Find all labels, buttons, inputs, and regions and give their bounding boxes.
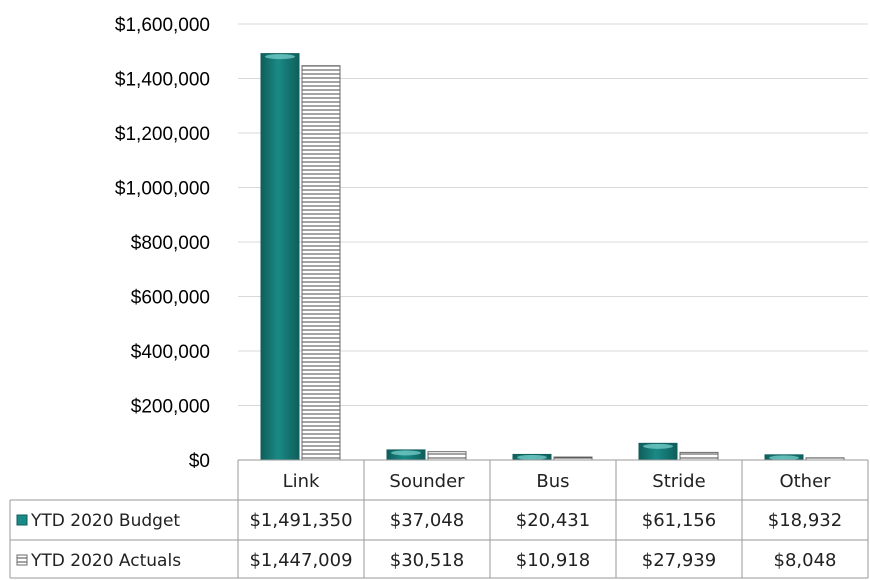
x-category-label: Stride (652, 471, 705, 492)
bar-budget-highlight (769, 455, 799, 461)
x-category-label: Sounder (389, 471, 465, 492)
legend-label: YTD 2020 Actuals (30, 551, 181, 571)
y-tick-label: $800,000 (131, 233, 210, 254)
y-tick-label: $200,000 (131, 397, 210, 418)
data-table: Link Sounder Bus Stride Other YTD 2020 Budget… (9, 459, 869, 579)
y-tick-label: $600,000 (131, 288, 210, 309)
y-tick-label: $1,200,000 (115, 124, 210, 145)
bar-actuals-link (301, 65, 341, 461)
data-label: $10,918 (516, 550, 590, 571)
y-tick-label: $0 (189, 451, 210, 472)
bar-budget-highlight (517, 454, 547, 460)
data-label: $37,048 (390, 510, 464, 531)
data-label: $1,491,350 (249, 510, 352, 531)
y-axis-ticks: $0 $200,000 $400,000 $600,000 $800,000 $1,000… (115, 15, 210, 472)
bar-budget-highlight (265, 54, 295, 60)
bar-actuals-stride (679, 451, 719, 461)
bars (260, 53, 845, 461)
bar-budget-highlight (643, 443, 673, 449)
data-label: $61,156 (642, 510, 716, 531)
data-label: $18,932 (768, 510, 842, 531)
data-label: $8,048 (774, 550, 837, 571)
y-tick-label: $1,000,000 (115, 179, 210, 200)
data-label: $20,431 (516, 510, 590, 531)
bar-actuals-sounder (427, 451, 467, 461)
data-label: $30,518 (390, 550, 464, 571)
legend-key-budget (16, 514, 28, 526)
data-label: $27,939 (642, 550, 716, 571)
bar-budget-highlight (391, 450, 421, 456)
data-label: $1,447,009 (249, 550, 352, 571)
bar-budget-link (260, 53, 300, 461)
y-tick-label: $1,400,000 (115, 70, 210, 91)
y-tick-label: $1,600,000 (115, 15, 210, 36)
x-category-label: Bus (536, 471, 569, 492)
legend-label: YTD 2020 Budget (30, 511, 180, 531)
x-category-label: Link (283, 471, 320, 492)
y-tick-label: $400,000 (131, 342, 210, 363)
x-category-label: Other (779, 471, 831, 492)
gridlines (238, 23, 868, 406)
legend-key-actuals (16, 554, 28, 566)
